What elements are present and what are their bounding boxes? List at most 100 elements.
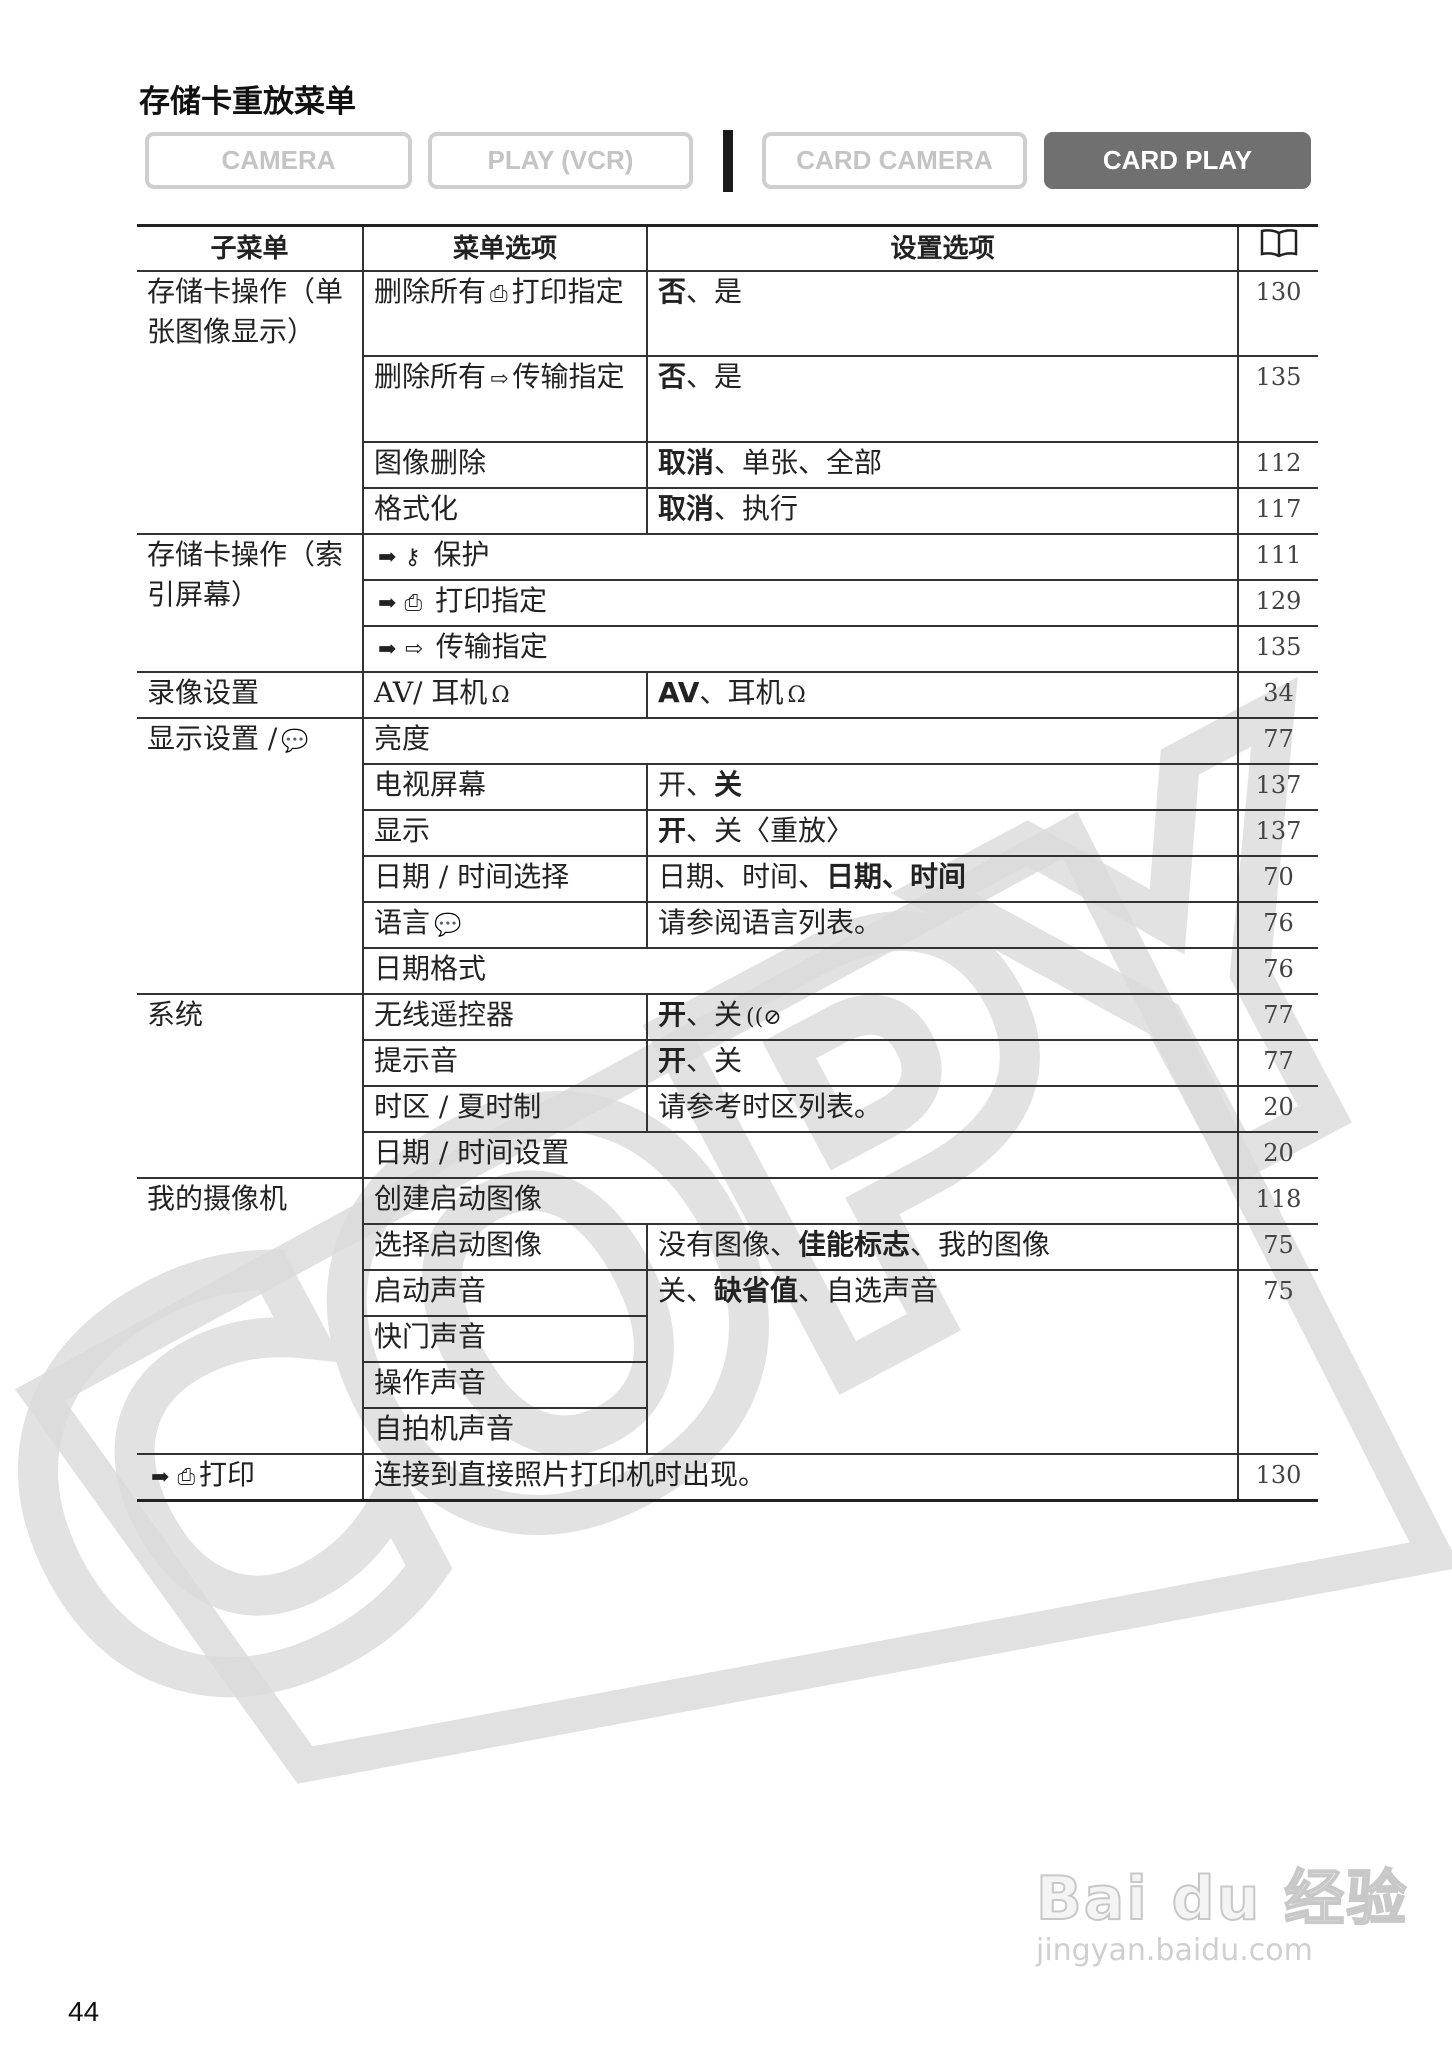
page-ref: 118 [1237, 1177, 1318, 1225]
setting-cell: 开、关 [646, 763, 1239, 811]
menu-item-cell: 电视屏幕 [363, 763, 648, 811]
text: 删除所有 [374, 275, 487, 308]
text: 、是 [686, 275, 743, 308]
submenu-cell: 录像设置 [137, 671, 364, 719]
text: 日期格式 [374, 952, 487, 985]
arrow-icon: ➡ [378, 545, 397, 570]
text: 打印指定 [426, 584, 547, 617]
bold-text: 取消 [658, 446, 715, 479]
submenu-label: 系统 [147, 998, 204, 1031]
text: 、是 [686, 360, 743, 393]
page-ref: 130 [1237, 1453, 1318, 1502]
baidu-url: jingyan.baidu.com [1036, 1933, 1313, 1968]
text: 开、 [658, 768, 715, 801]
menu-item-cell: 创建启动图像 [362, 1177, 1239, 1225]
text: 、关〈重放〉 [686, 814, 855, 847]
page-number: 44 [68, 1996, 100, 2027]
text: 请参阅语言列表。 [658, 906, 883, 939]
text: 亮度 [374, 722, 431, 755]
submenu-label: 显示设置 / [147, 722, 278, 755]
bold-text: 关 [714, 768, 743, 801]
page-ref: 129 [1237, 579, 1318, 627]
submenu-cell: 存储卡操作（单张图像显示） [137, 270, 364, 535]
submenu-label: 存储卡操作（单张图像显示） [147, 275, 344, 348]
menu-item-cell: 无线遥控器 [362, 993, 648, 1041]
menu-item-cell: 提示音 [363, 1039, 648, 1087]
mode-card-play: CARD PLAY [1044, 132, 1311, 189]
baidu-watermark: Bai du 经验 jingyan.baidu.com [1035, 1850, 1409, 1968]
table-row: 系统 无线遥控器 开、关 ((⊘ 77 [137, 993, 1318, 1179]
text: 无线遥控器 [374, 998, 515, 1031]
menu-item-cell: 删除所有 ⎙ 打印指定 [362, 270, 648, 357]
text: 请参考时区列表。 [658, 1090, 883, 1123]
transfer-icon: ⇨ [404, 637, 423, 662]
text: 图像删除 [374, 446, 487, 479]
print-icon: ⎙ [490, 282, 508, 307]
setting-cell: 请参阅语言列表。 [646, 901, 1239, 949]
arrow-icon: ➡ [378, 637, 397, 662]
table-row: 显示设置 / 💬 亮度 77 [137, 717, 1318, 995]
text: 没有图像、 [658, 1228, 799, 1261]
table-row: ➡ ⎙ 打印指定 129 [137, 579, 1318, 627]
text: 传输指定 [426, 630, 548, 663]
menu-item-cell: 语言 💬 [363, 901, 648, 949]
table-row: 存储卡操作（单张图像显示） 删除所有 ⎙ 打印指定 否、是 130 [137, 270, 1318, 535]
menu-item-cell: 时区 / 夏时制 [363, 1085, 648, 1133]
menu-item-cell: 显示 [363, 809, 648, 857]
menu-item-cell: AV/ 耳机 Ω [362, 671, 648, 719]
text: 、自选声音 [798, 1274, 939, 1307]
menu-item-cell: 日期格式 [363, 947, 1239, 995]
page-ref: 137 [1237, 763, 1318, 811]
text: 电视屏幕 [374, 768, 487, 801]
submenu-label: 打印 [199, 1458, 256, 1491]
menu-item-cell: 日期 / 时间选择 [363, 855, 648, 903]
bold-text: 开 [658, 814, 687, 847]
text: 操作声音 [374, 1366, 487, 1399]
text: 打印指定 [511, 275, 624, 308]
text: 保护 [424, 538, 490, 571]
text: 语言 [374, 906, 431, 939]
header-menu-item: 菜单选项 [362, 224, 648, 272]
headphone-icon: Ω [787, 683, 806, 708]
text: 显示 [374, 814, 431, 847]
page-ref: 77 [1237, 1039, 1318, 1087]
header-settings: 设置选项 [646, 224, 1239, 272]
text: 、单张、全部 [714, 446, 883, 479]
page-ref: 75 [1237, 1269, 1318, 1455]
menu-table: 子菜单 菜单选项 设置选项 存储卡操作（单张图像显示） 删除所有 ⎙ 打印指定 否、是 1… [137, 224, 1318, 1502]
print-icon: ⎙ [404, 591, 423, 616]
submenu-cell: 存储卡操作（索引屏幕） [137, 533, 364, 673]
text: 自拍机声音 [374, 1412, 515, 1445]
text: 日期 / 时间设置 [374, 1136, 570, 1169]
setting-cell: 开、关 ((⊘ [646, 993, 1239, 1041]
menu-item-cell: 自拍机声音 [363, 1407, 647, 1455]
text: 时区 / 夏时制 [374, 1090, 542, 1123]
text: 、耳机 [699, 676, 784, 709]
table-row: 录像设置 AV/ 耳机 Ω AV、耳机 Ω 34 [137, 671, 1318, 719]
page-ref: 76 [1237, 901, 1318, 949]
text: 传输指定 [512, 360, 625, 393]
language-icon: 💬 [281, 729, 309, 754]
submenu-label: 我的摄像机 [147, 1182, 288, 1215]
text: 删除所有 [374, 360, 487, 393]
bold-text: 否 [658, 275, 687, 308]
setting-cell: 否、是 [646, 355, 1239, 443]
bold-text: 佳能标志 [798, 1228, 911, 1261]
page-ref: 77 [1237, 993, 1318, 1041]
table-row: ➡ ⇨ 传输指定 135 [137, 625, 1318, 673]
bold-text: 日期、时间 [826, 860, 967, 893]
menu-item-cell: ➡ ⎙ 打印指定 [363, 579, 1239, 627]
text: 格式化 [374, 492, 459, 525]
mode-play-vcr: PLAY (VCR) [428, 132, 693, 189]
language-icon: 💬 [434, 913, 462, 938]
page-ref: 34 [1237, 671, 1318, 719]
menu-item-cell: 选择启动图像 [363, 1223, 648, 1271]
page-ref: 130 [1237, 270, 1318, 357]
table-row: 电视屏幕 开、关 137 [137, 763, 1318, 811]
menu-item-cell: 亮度 [362, 717, 1239, 765]
baidu-logo-text: Bai du 经验 [1035, 1863, 1409, 1935]
submenu-label: 存储卡操作（索引屏幕） [147, 538, 344, 611]
page-ref: 75 [1237, 1223, 1318, 1271]
table-row: 我的摄像机 创建启动图像 118 [137, 1177, 1318, 1455]
table-row: 存储卡操作（索引屏幕） ➡ ⚷ 保护 111 [137, 533, 1318, 673]
